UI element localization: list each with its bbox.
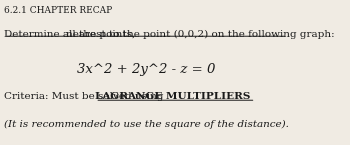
- Text: (It is recommended to use the square of the distance).: (It is recommended to use the square of …: [4, 119, 289, 129]
- Text: Criteria: Must be solved using: Criteria: Must be solved using: [4, 92, 167, 101]
- Text: Determine all the points,: Determine all the points,: [4, 30, 139, 39]
- Text: 6.2.1 CHAPTER RECAP: 6.2.1 CHAPTER RECAP: [4, 6, 113, 15]
- Text: 3x^2 + 2y^2 - z = 0: 3x^2 + 2y^2 - z = 0: [77, 62, 215, 76]
- Text: LAGRANGE MULTIPLIERS: LAGRANGE MULTIPLIERS: [95, 92, 251, 101]
- Text: nearest to the point (0,0,2) on the following graph:: nearest to the point (0,0,2) on the foll…: [66, 30, 335, 39]
